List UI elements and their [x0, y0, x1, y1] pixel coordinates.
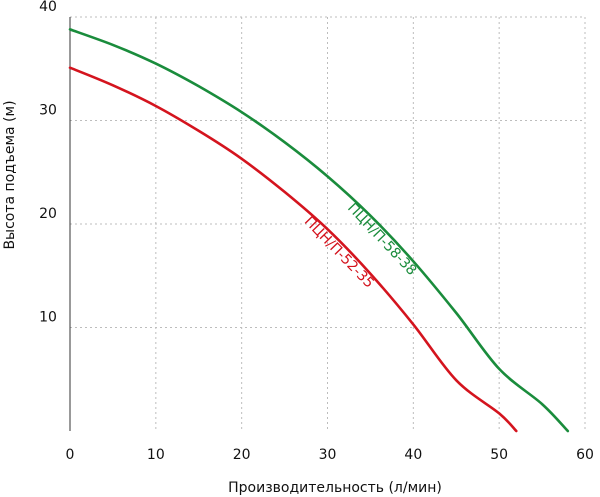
tick-labels: 0 10 20 30 40 50 60 10 20 30 40	[39, 0, 594, 463]
series-line-2	[68, 66, 518, 433]
x-axis-title: Производительность (л/мин)	[228, 480, 442, 496]
x-tick-label: 40	[404, 447, 422, 463]
y-axis-title: Высота подъема (м)	[2, 100, 18, 249]
x-tick-label: 30	[319, 447, 337, 463]
x-tick-label: 0	[66, 447, 75, 463]
series-line-1	[68, 28, 570, 433]
grid	[70, 16, 586, 431]
x-tick-label: 60	[576, 447, 594, 463]
x-tick-label: 20	[233, 447, 251, 463]
y-tick-label: 20	[39, 206, 57, 222]
y-tick-label: 30	[39, 103, 57, 119]
x-tick-label: 10	[147, 447, 165, 463]
y-tick-label: 10	[39, 310, 57, 326]
y-tick-label: 40	[39, 0, 57, 15]
x-tick-label: 50	[490, 447, 508, 463]
series-lines	[68, 28, 570, 433]
